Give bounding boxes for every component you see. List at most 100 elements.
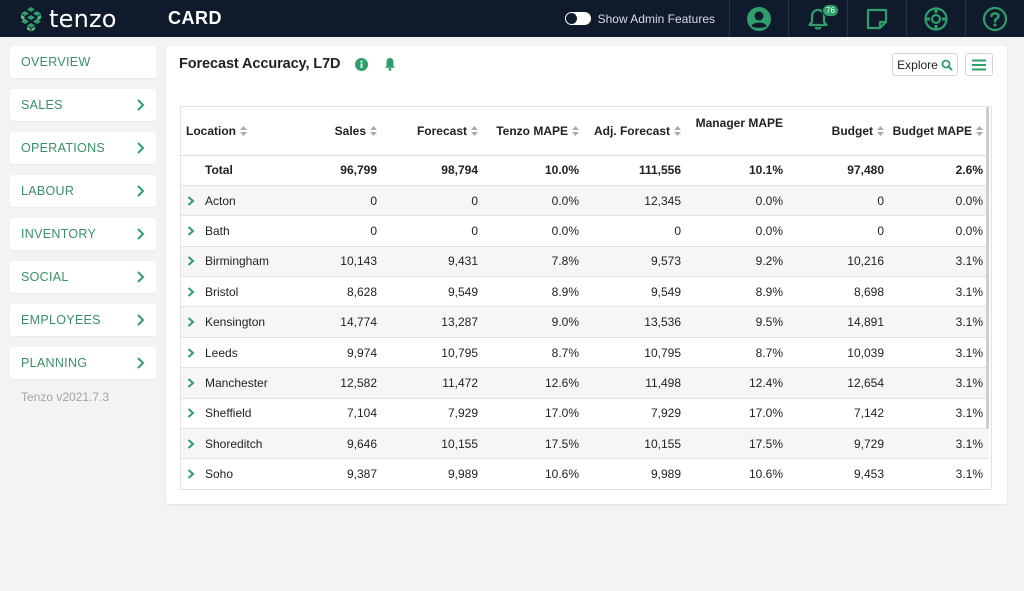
cell-text: 8.7% — [551, 345, 579, 360]
cell-text: 2.6% — [955, 163, 983, 178]
chevron-right-icon — [137, 271, 145, 283]
sort-icon — [370, 125, 377, 136]
column-header-label: Forecast — [416, 123, 467, 138]
sidebar-item-label: EMPLOYEES — [21, 313, 101, 327]
table-scrollbar[interactable] — [986, 107, 989, 429]
column-header-label: Tenzo MAPE — [496, 123, 568, 138]
expand-row-icon[interactable] — [187, 256, 195, 267]
value-cell: 7,929 — [585, 398, 687, 430]
sidebar-item-overview[interactable]: OVERVIEW — [10, 46, 156, 78]
expand-row-icon[interactable] — [187, 226, 195, 236]
card-menu-button[interactable] — [965, 53, 993, 76]
cell-text: 8,698 — [853, 284, 884, 299]
value-cell: 9,549 — [585, 276, 687, 308]
expand-row-icon[interactable] — [187, 317, 195, 327]
table-row[interactable]: Kensington 14,774 13,287 9.0% 13,536 9.5% 14,8… — [181, 306, 989, 338]
user-button[interactable] — [729, 0, 788, 37]
location-cell: Birmingham — [181, 246, 296, 278]
notifications-button[interactable]: 76 — [788, 0, 847, 37]
settings-button[interactable] — [906, 0, 965, 37]
notes-button[interactable] — [847, 0, 906, 37]
explore-button[interactable]: Explore — [892, 53, 958, 76]
value-cell: 9,729 — [789, 428, 890, 460]
expand-row-icon[interactable] — [187, 469, 195, 479]
sidebar-item-sales[interactable]: SALES — [10, 89, 156, 121]
column-header-location[interactable]: Location — [181, 107, 296, 156]
sidebar-item-planning[interactable]: PLANNING — [10, 347, 156, 379]
table-row[interactable]: Birmingham 10,143 9,431 7.8% 9,573 9.2% 10,216… — [181, 246, 989, 278]
sidebar-item-inventory[interactable]: INVENTORY — [10, 218, 156, 250]
sidebar-item-employees[interactable]: EMPLOYEES — [10, 304, 156, 336]
value-cell: 0 — [585, 215, 687, 247]
cell-text: 0 — [370, 193, 377, 208]
column-header-forecast[interactable]: Forecast — [383, 107, 484, 156]
column-header-manager-mape[interactable]: Manager MAPE — [687, 107, 789, 156]
column-header-adj-forecast[interactable]: Adj. Forecast — [585, 107, 687, 156]
value-cell: 9,549 — [383, 276, 484, 308]
expand-row-icon[interactable] — [187, 347, 195, 358]
explore-label: Explore — [897, 57, 938, 72]
value-cell: 3.1% — [890, 337, 989, 369]
search-icon — [941, 59, 953, 71]
value-cell: 0.0% — [687, 185, 789, 217]
value-cell: 0 — [789, 215, 890, 247]
cell-text: 10,216 — [847, 254, 884, 269]
cell-text: 11,498 — [645, 375, 681, 390]
cell-text: 8.7% — [755, 345, 783, 360]
value-cell: 3.1% — [890, 398, 989, 430]
cell-text: 17.0% — [748, 406, 783, 421]
location-cell: Bristol — [181, 276, 296, 308]
alert-bell-icon[interactable] — [383, 57, 397, 71]
value-cell: 0.0% — [890, 185, 989, 217]
sidebar-item-social[interactable]: SOCIAL — [10, 261, 156, 293]
value-cell: 3.1% — [890, 306, 989, 338]
table-row[interactable]: Shoreditch 9,646 10,155 17.5% 10,155 17.5% 9,7… — [181, 428, 989, 460]
expand-row-icon[interactable] — [187, 438, 195, 449]
cell-text: 3.1% — [955, 406, 983, 421]
cell-text: 0 — [674, 223, 681, 238]
table-row[interactable]: Leeds 9,974 10,795 8.7% 10,795 8.7% 10,039 3.1% — [181, 337, 989, 369]
table-row[interactable]: Manchester 12,582 11,472 12.6% 11,498 12.4% 12… — [181, 367, 989, 399]
table-row[interactable]: Soho 9,387 9,989 10.6% 9,989 10.6% 9,453 3.1% — [181, 458, 989, 489]
expand-row-icon[interactable] — [187, 195, 195, 206]
cell-text: Birmingham — [205, 254, 270, 269]
value-cell: 8,628 — [296, 276, 383, 308]
sidebar-item-operations[interactable]: OPERATIONS — [10, 132, 156, 164]
table-row[interactable]: Bath 0 0 0.0% 0 0.0% 0 0.0% — [181, 215, 989, 247]
sort-icon — [572, 125, 579, 136]
table-row[interactable]: Sheffield 7,104 7,929 17.0% 7,929 17.0% 7,142 3… — [181, 398, 989, 430]
column-header-tenzo-mape[interactable]: Tenzo MAPE — [484, 107, 585, 156]
chevron-right-icon — [137, 142, 145, 154]
sort-icon — [877, 125, 884, 136]
toggle-switch[interactable] — [564, 12, 591, 25]
info-icon[interactable] — [355, 57, 369, 71]
column-header-budget[interactable]: Budget — [789, 107, 890, 156]
column-header-budget-mape[interactable]: Budget MAPE — [890, 107, 989, 156]
column-header-sales[interactable]: Sales — [296, 107, 383, 156]
expand-row-icon[interactable] — [187, 287, 195, 297]
table-row[interactable]: Acton 0 0 0.0% 12,345 0.0% 0 0.0% — [181, 185, 989, 217]
cell-text: 9.0% — [551, 315, 579, 330]
value-cell: 0 — [383, 185, 484, 217]
cell-text: 9,431 — [447, 254, 478, 269]
cell-text: 3.1% — [955, 345, 983, 360]
value-cell: 10.0% — [484, 155, 585, 186]
cell-text: 0.0% — [755, 223, 783, 238]
admin-features-toggle[interactable]: Show Admin Features — [564, 12, 715, 26]
help-button[interactable] — [965, 0, 1024, 37]
cell-text: 13,287 — [441, 315, 478, 330]
value-cell: 10.6% — [484, 458, 585, 489]
table-row[interactable]: Bristol 8,628 9,549 8.9% 9,549 8.9% 8,698 3.1% — [181, 276, 989, 308]
sidebar-item-label: INVENTORY — [21, 227, 97, 241]
sidebar-item-labour[interactable]: LABOUR — [10, 175, 156, 207]
cell-text: 9,974 — [346, 345, 377, 360]
value-cell: 10,155 — [383, 428, 484, 460]
expand-row-icon[interactable] — [187, 378, 195, 388]
cell-text: Sheffield — [205, 406, 252, 421]
value-cell: 3.1% — [890, 246, 989, 278]
value-cell: 11,498 — [585, 367, 687, 399]
logo[interactable]: tenzo — [18, 5, 168, 33]
value-cell: 10,155 — [585, 428, 687, 460]
cell-text: 9,453 — [853, 467, 884, 482]
expand-row-icon[interactable] — [187, 408, 195, 419]
